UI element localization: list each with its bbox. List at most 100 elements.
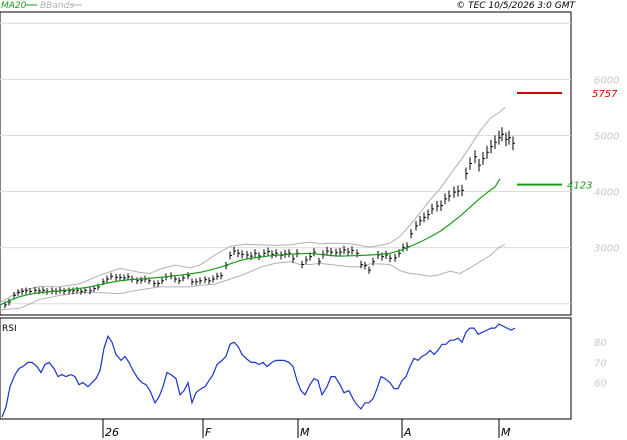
price-bar — [119, 273, 122, 281]
x-axis: 26 F M A M — [0, 418, 571, 439]
x-tick-label: A — [403, 426, 412, 439]
price-bar — [263, 249, 266, 258]
price-y-tick-label: 6000 — [594, 75, 619, 86]
price-bar — [115, 273, 118, 281]
price-bar — [106, 275, 109, 283]
rsi-y-axis: 60 70 80 — [594, 338, 607, 389]
chart-legend: MA20 BBands — [1, 1, 82, 11]
price-bar — [80, 288, 83, 295]
price-gridlines — [0, 22, 571, 305]
price-bar — [415, 221, 418, 231]
price-bar — [490, 139, 493, 154]
rsi-pane-title: RSI — [2, 324, 17, 334]
price-bar — [204, 276, 207, 284]
rsi-y-tick-label: 70 — [594, 358, 607, 369]
legend-bbands-label: BBands — [40, 1, 74, 11]
price-pane: 3000 4000 5000 6000 5757 4123 — [0, 11, 619, 316]
price-bar — [474, 150, 477, 164]
price-bar — [25, 287, 28, 295]
target-low-label: 4123 — [567, 181, 592, 192]
price-bar — [512, 136, 515, 151]
price-bar — [498, 130, 501, 145]
price-bar — [394, 253, 397, 262]
price-bar — [161, 277, 164, 285]
price-pane-frame — [0, 11, 572, 316]
price-bar — [339, 248, 342, 257]
price-bar — [153, 280, 156, 287]
price-bar — [368, 266, 371, 274]
price-bar — [351, 246, 354, 255]
price-bar — [89, 287, 92, 295]
rsi-pane-frame — [0, 317, 572, 420]
x-tick-label: M — [300, 426, 310, 439]
price-bar — [280, 251, 283, 260]
rsi-y-tick-label: 60 — [594, 379, 607, 390]
rsi-line — [1, 323, 516, 418]
price-bar — [309, 252, 312, 261]
price-bar — [233, 246, 236, 256]
price-bar — [199, 277, 202, 285]
price-bar — [178, 277, 181, 285]
price-bar — [246, 250, 249, 259]
price-bar — [389, 254, 392, 263]
price-bar — [13, 291, 16, 299]
price-bar — [457, 185, 460, 197]
price-bar — [347, 248, 350, 257]
price-bar — [127, 273, 130, 281]
bbands-lower-line — [0, 243, 506, 311]
price-bar — [385, 250, 388, 259]
price-bar — [254, 249, 257, 258]
price-bar — [318, 257, 321, 266]
price-y-tick-label: 4000 — [594, 188, 619, 199]
price-bar — [465, 167, 468, 180]
price-bar — [110, 272, 113, 280]
price-bar — [448, 190, 451, 202]
price-bar — [195, 278, 198, 286]
price-bar — [330, 248, 333, 257]
price-bar — [292, 254, 295, 263]
price-bar — [63, 288, 66, 295]
price-bar — [237, 249, 240, 258]
price-bar — [431, 203, 434, 215]
price-bar — [275, 249, 278, 258]
price-bar — [305, 256, 308, 264]
price-bar — [419, 215, 422, 226]
price-bar — [508, 130, 511, 145]
x-tick-label: 26 — [105, 426, 119, 439]
price-bar — [486, 145, 489, 159]
price-y-tick-label: 5000 — [594, 131, 619, 142]
price-bar — [187, 272, 190, 280]
price-bar — [423, 212, 426, 223]
price-bar — [444, 193, 447, 205]
price-bar — [410, 229, 413, 239]
price-bar — [301, 260, 304, 269]
price-bar — [482, 152, 485, 165]
x-tick-label: M — [501, 426, 511, 439]
price-bar — [271, 250, 274, 259]
price-bar — [241, 250, 244, 259]
price-bar — [68, 287, 71, 295]
price-bar — [436, 200, 439, 212]
price-bar — [469, 157, 472, 170]
price-bar — [494, 135, 497, 150]
price-bar — [216, 272, 219, 280]
price-bar — [174, 275, 177, 283]
price-bar — [8, 298, 11, 306]
bbands-upper-line — [0, 107, 506, 304]
price-bar — [453, 186, 456, 198]
copyright-text: © TEC 10/5/2026 3:0 GMT — [456, 1, 576, 11]
price-bar — [313, 248, 316, 257]
price-bar — [402, 243, 405, 252]
price-bar — [505, 132, 508, 147]
price-bar — [440, 200, 443, 211]
price-bar — [267, 247, 270, 256]
price-bar — [258, 252, 261, 261]
rsi-pane: RSI 60 70 80 — [0, 317, 607, 420]
price-bar — [157, 280, 160, 287]
price-bar — [21, 288, 24, 295]
price-bar — [427, 209, 430, 220]
price-bar — [140, 276, 143, 284]
price-bar — [72, 287, 75, 295]
price-bar — [212, 275, 215, 283]
